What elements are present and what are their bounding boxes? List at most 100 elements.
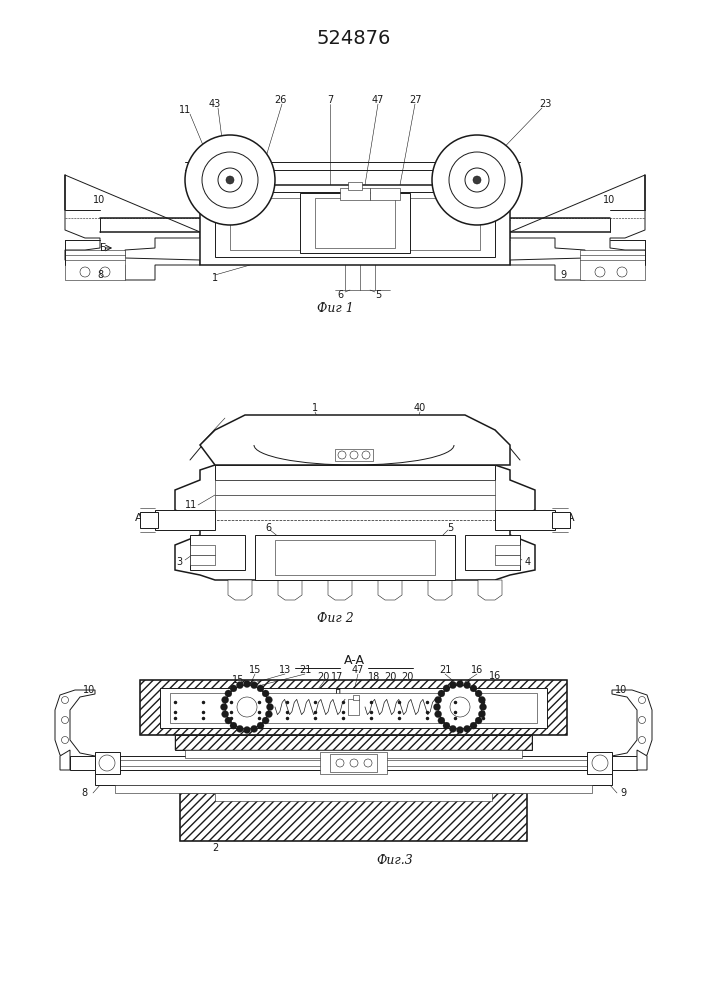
Text: 11: 11 — [179, 105, 191, 115]
Circle shape — [473, 176, 481, 184]
Text: 26: 26 — [274, 95, 286, 105]
Bar — [65, 250, 125, 280]
Circle shape — [80, 267, 90, 277]
Bar — [95, 770, 612, 785]
Circle shape — [265, 711, 272, 718]
Text: 17: 17 — [331, 672, 343, 682]
Bar — [180, 793, 527, 841]
Polygon shape — [175, 465, 535, 580]
Bar — [330, 754, 377, 772]
Text: 11: 11 — [185, 500, 197, 510]
Circle shape — [350, 451, 358, 459]
Circle shape — [457, 726, 464, 734]
Text: 9: 9 — [560, 270, 566, 280]
Bar — [170, 693, 537, 723]
Text: 1: 1 — [212, 273, 218, 283]
Text: Фиг 2: Фиг 2 — [317, 611, 354, 624]
Polygon shape — [612, 690, 652, 760]
Text: 15: 15 — [249, 665, 261, 675]
Circle shape — [638, 696, 645, 704]
Bar — [315, 198, 395, 248]
Bar — [110, 756, 597, 770]
Circle shape — [230, 685, 237, 692]
Circle shape — [225, 717, 232, 724]
Text: 1: 1 — [312, 403, 318, 413]
Text: 16: 16 — [471, 665, 483, 675]
Circle shape — [432, 135, 522, 225]
Text: A-A: A-A — [344, 654, 365, 666]
Circle shape — [449, 152, 505, 208]
Circle shape — [438, 690, 445, 697]
Bar — [185, 750, 522, 758]
Circle shape — [99, 755, 115, 771]
Polygon shape — [428, 580, 452, 600]
Bar — [495, 510, 555, 530]
Circle shape — [202, 152, 258, 208]
Circle shape — [250, 725, 257, 732]
Circle shape — [62, 736, 69, 744]
Text: 10: 10 — [83, 685, 95, 695]
Bar — [95, 752, 120, 774]
Bar — [190, 535, 245, 570]
Text: 10: 10 — [615, 685, 627, 695]
Bar — [215, 480, 495, 495]
Circle shape — [226, 176, 234, 184]
Circle shape — [450, 725, 457, 732]
Circle shape — [617, 267, 627, 277]
Circle shape — [464, 682, 471, 689]
Text: 6: 6 — [337, 290, 343, 300]
Text: 40: 40 — [414, 403, 426, 413]
Text: 8: 8 — [82, 788, 88, 798]
Text: 20: 20 — [401, 672, 413, 682]
Text: А: А — [567, 513, 575, 523]
Text: 47: 47 — [352, 665, 364, 675]
Bar — [200, 185, 510, 265]
Polygon shape — [65, 175, 200, 280]
Text: 43: 43 — [209, 99, 221, 109]
Bar — [175, 735, 532, 750]
Bar — [348, 699, 359, 715]
Bar — [587, 752, 612, 774]
Polygon shape — [637, 750, 647, 770]
Bar — [275, 540, 435, 575]
Circle shape — [362, 451, 370, 459]
Circle shape — [479, 711, 486, 718]
Bar — [580, 250, 645, 280]
Circle shape — [595, 267, 605, 277]
Text: 9: 9 — [620, 788, 626, 798]
Circle shape — [221, 696, 228, 703]
Circle shape — [470, 722, 477, 729]
Circle shape — [443, 722, 450, 729]
Bar — [70, 756, 95, 770]
Bar — [230, 198, 480, 250]
Circle shape — [265, 696, 272, 703]
Circle shape — [243, 726, 250, 734]
Circle shape — [435, 696, 442, 703]
Circle shape — [464, 725, 471, 732]
Bar — [175, 735, 532, 750]
Text: 20: 20 — [317, 672, 329, 682]
Text: 21: 21 — [299, 665, 311, 675]
Circle shape — [221, 704, 228, 710]
Bar — [255, 535, 455, 580]
Circle shape — [336, 759, 344, 767]
Polygon shape — [378, 580, 402, 600]
Text: 10: 10 — [93, 195, 105, 205]
Text: 5: 5 — [447, 523, 453, 533]
Text: 5: 5 — [375, 290, 381, 300]
Bar — [300, 193, 410, 253]
Text: 41: 41 — [175, 520, 187, 530]
Bar — [465, 535, 520, 570]
Text: Фиг 1: Фиг 1 — [317, 302, 354, 314]
Text: Д: Д — [333, 689, 341, 699]
Circle shape — [470, 685, 477, 692]
Bar — [180, 793, 527, 841]
Circle shape — [465, 168, 489, 192]
Polygon shape — [510, 175, 645, 280]
Circle shape — [364, 759, 372, 767]
Bar — [612, 756, 637, 770]
Bar — [115, 785, 592, 793]
Circle shape — [338, 451, 346, 459]
Circle shape — [185, 135, 275, 225]
Text: 18: 18 — [368, 672, 380, 682]
